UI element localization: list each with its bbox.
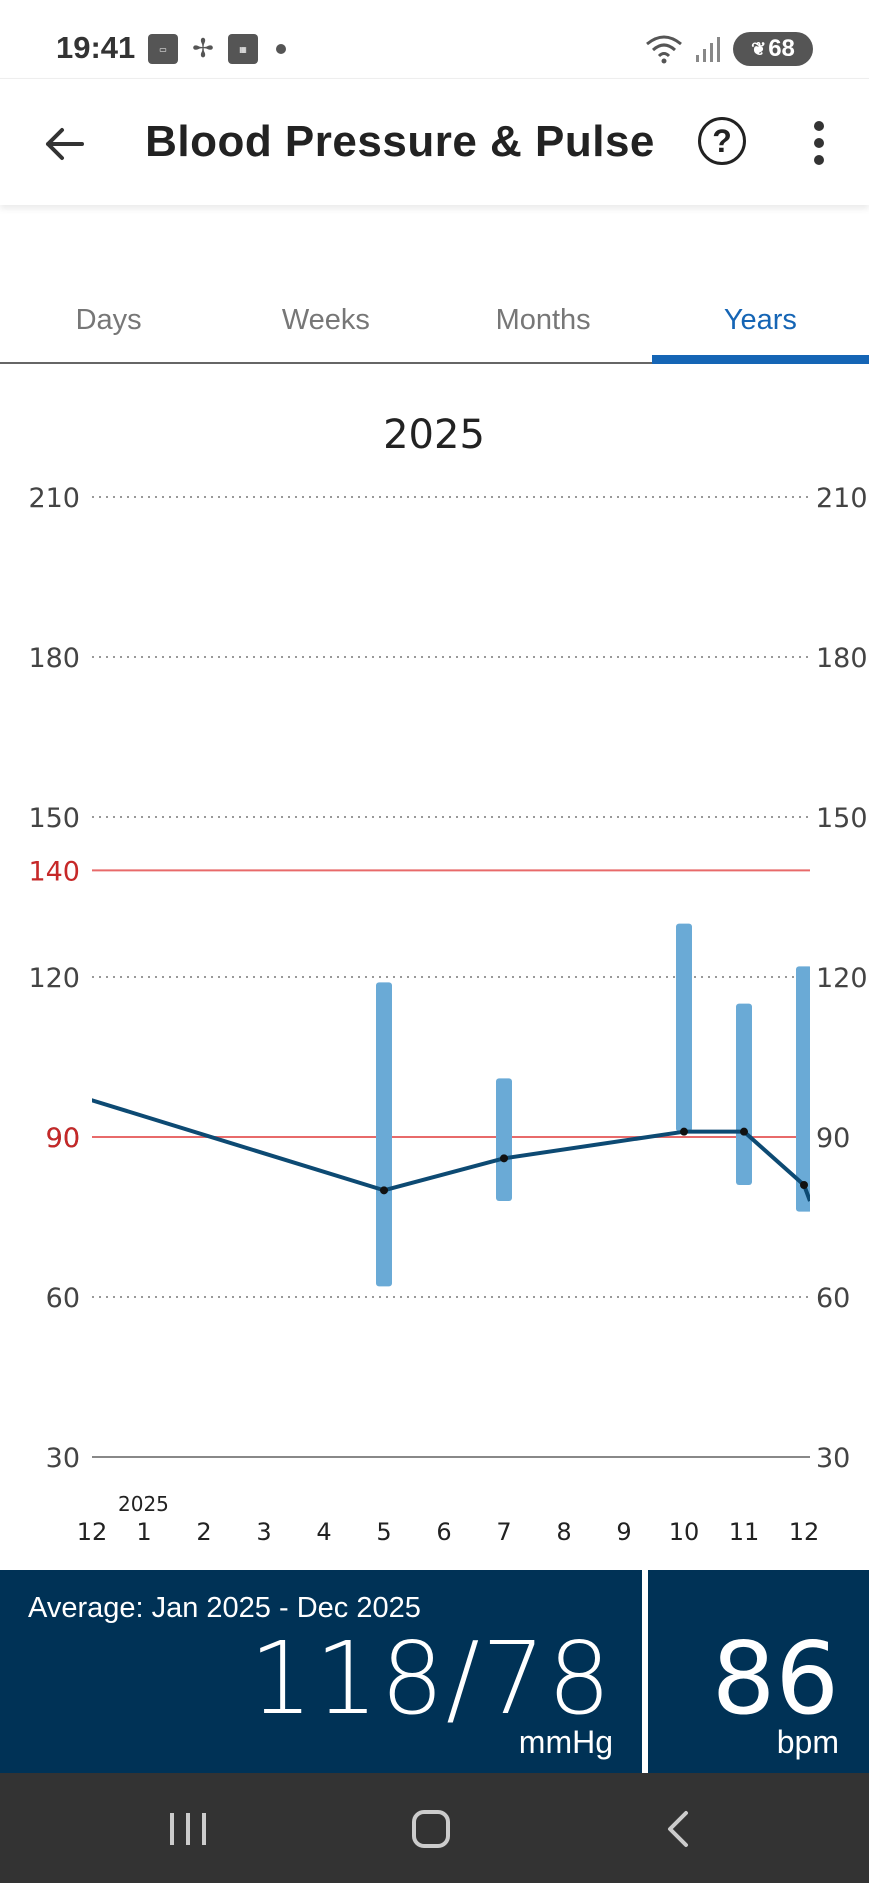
tab-months[interactable]: Months — [495, 304, 591, 336]
period-tabs: Days Weeks Months Years — [0, 292, 869, 364]
panel-divider — [642, 1570, 648, 1773]
y-tick-label-left: 90 — [46, 1123, 80, 1154]
more-notifications-dot-icon — [276, 44, 286, 54]
chart-title: 2025 — [383, 412, 485, 458]
x-tick-label: 12 — [77, 1518, 108, 1546]
battery-indicator: ❦ 68 — [733, 32, 813, 66]
status-time: 19:41 — [56, 30, 136, 65]
recent-apps-icon[interactable] — [170, 1813, 206, 1845]
threshold-label: 140 — [28, 856, 80, 887]
bp-range-bar — [796, 966, 810, 1212]
page-title: Blood Pressure & Pulse — [145, 117, 655, 166]
tab-weeks[interactable]: Weeks — [281, 304, 370, 336]
x-tick-label: 9 — [616, 1518, 631, 1546]
system-nav-bar — [0, 1773, 869, 1883]
bp-range-bar — [676, 923, 692, 1132]
signal-icon — [696, 37, 720, 62]
x-tick-label: 3 — [256, 1518, 271, 1546]
pulse-point — [800, 1181, 808, 1189]
average-period-label: Average: Jan 2025 - Dec 2025 — [28, 1592, 421, 1624]
bp-unit: mmHg — [518, 1724, 613, 1760]
x-year-label: 2025 — [118, 1492, 169, 1516]
y-tick-label-right: 180 — [816, 643, 868, 674]
x-tick-label: 4 — [316, 1518, 331, 1546]
y-tick-label-left: 30 — [46, 1443, 80, 1474]
threshold-label: 90 — [46, 1123, 80, 1154]
pulse-average-value: 86 — [711, 1620, 839, 1737]
y-tick-label-right: 150 — [816, 803, 868, 834]
uniqlo-icon: ▦ — [228, 34, 258, 64]
back-arrow-icon[interactable] — [40, 119, 90, 169]
x-tick-label: 8 — [556, 1518, 571, 1546]
status-right: ❦ 68 — [645, 32, 813, 66]
x-tick-label: 11 — [729, 1518, 760, 1546]
x-tick-label: 6 — [436, 1518, 451, 1546]
y-tick-label-left: 60 — [46, 1283, 80, 1314]
pulse-unit: bpm — [776, 1724, 839, 1760]
y-tick-label-left: 150 — [28, 803, 80, 834]
x-tick-label: 7 — [496, 1518, 511, 1546]
question-mark-icon: ? — [712, 122, 732, 159]
battery-saver-icon: ❦ — [751, 38, 767, 59]
tab-days[interactable]: Days — [75, 304, 142, 336]
notification-icons: ▭ ✢ ▦ — [148, 34, 286, 64]
y-tick-label-left: 120 — [28, 963, 80, 994]
y-tick-label-right: 60 — [816, 1283, 850, 1314]
pulse-point — [740, 1127, 748, 1136]
more-options-icon[interactable] — [812, 121, 826, 165]
x-tick-label: 2 — [196, 1518, 211, 1546]
y-tick-label-left: 180 — [28, 643, 80, 674]
nav-back-icon[interactable] — [660, 1809, 700, 1849]
fan-icon: ✢ — [192, 34, 214, 64]
bp-average-value: 118/78 — [249, 1620, 613, 1737]
tab-years[interactable]: Years — [651, 292, 869, 364]
x-tick-label: 12 — [789, 1518, 820, 1546]
x-tick-label: 5 — [376, 1518, 391, 1546]
x-tick-label: 1 — [136, 1518, 151, 1546]
pulse-point — [500, 1154, 508, 1163]
app-bar: Blood Pressure & Pulse ? — [0, 78, 869, 205]
pulse-line — [92, 1098, 810, 1202]
bp-range-bar — [496, 1078, 512, 1201]
average-summary-panel: Average: Jan 2025 - Dec 2025 118/78 mmHg… — [0, 1570, 869, 1773]
wifi-icon — [646, 35, 682, 64]
y-tick-label-right: 30 — [816, 1443, 850, 1474]
status-bar: 19:41 ▭ ✢ ▦ ❦ 68 — [0, 0, 869, 78]
bp-range-bar — [376, 982, 392, 1287]
connect-app-icon: ▭ — [148, 34, 178, 64]
y-tick-label-right: 90 — [816, 1123, 850, 1154]
x-tick-label: 10 — [669, 1518, 700, 1546]
home-icon[interactable] — [412, 1810, 450, 1848]
y-tick-label-right: 120 — [816, 963, 868, 994]
pulse-point — [380, 1186, 388, 1195]
y-tick-label-right: 210 — [816, 483, 868, 514]
help-button[interactable]: ? — [698, 117, 746, 165]
battery-level: 68 — [768, 35, 795, 62]
pulse-point — [680, 1127, 688, 1136]
bp-range-bar — [736, 1003, 752, 1185]
y-tick-label-left: 210 — [28, 483, 80, 514]
